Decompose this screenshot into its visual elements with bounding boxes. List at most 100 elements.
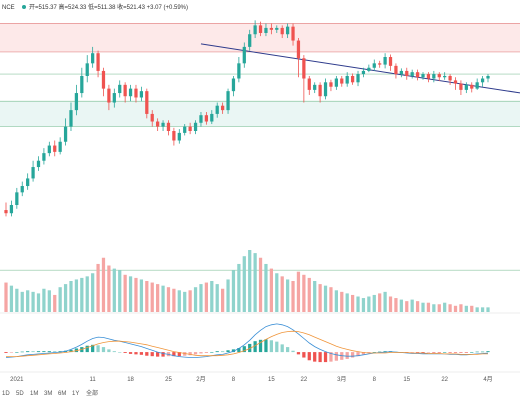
timeframe-buttons: 1D 5D 1M 3M 6M 1Y 全部 (2, 389, 98, 397)
candle (118, 80, 122, 98)
candle (36, 156, 41, 171)
candles-layer (4, 20, 490, 217)
candle-body (302, 58, 306, 79)
candle (177, 129, 181, 144)
timeframe-button[interactable]: 1M (30, 391, 38, 397)
macd-histogram-bar (361, 352, 366, 355)
macd-histogram-bar (323, 352, 328, 363)
volume-bar (345, 293, 349, 312)
volume-bar (96, 263, 100, 312)
macd-histogram-bar (356, 352, 360, 357)
signal-line (6, 330, 488, 358)
candle-body (85, 63, 89, 76)
macd-histogram-bar (85, 345, 89, 353)
macd-histogram-bar (437, 352, 441, 353)
candle (340, 75, 344, 87)
macd-histogram-bar (302, 352, 306, 358)
candle (394, 63, 398, 79)
candle-body (285, 26, 290, 35)
timeframe-button[interactable]: 3M (44, 391, 52, 397)
candle-body (394, 65, 398, 75)
timeframe-button[interactable]: 1D (2, 391, 10, 397)
volume-bar (329, 287, 333, 312)
candle-body (350, 75, 355, 83)
volume-bar (453, 305, 458, 312)
macd-histogram-bar (367, 352, 371, 353)
candle (204, 112, 209, 125)
macd-histogram-bar (118, 352, 122, 353)
macd-histogram-bar (318, 352, 322, 363)
volume-bar (188, 290, 192, 312)
macd-histogram-bar (231, 349, 236, 353)
macd-histogram-bar (20, 351, 24, 353)
volume-bar (432, 304, 436, 312)
volume-bar (237, 263, 241, 312)
volume-bar (248, 250, 252, 312)
candle-body (20, 186, 24, 193)
volume-bar (313, 281, 317, 312)
candle (405, 67, 409, 80)
macd-histogram-bar (42, 351, 46, 353)
candle (69, 102, 73, 131)
volume-bar (480, 307, 485, 312)
timeframe-button[interactable]: 5D (16, 391, 24, 397)
candle (31, 160, 35, 182)
candle-body (459, 83, 463, 90)
candle-body (453, 80, 458, 84)
candle-body (118, 84, 122, 94)
candle-body (334, 78, 338, 87)
macd-histogram-bar (448, 352, 452, 353)
trendline-layer (200, 43, 520, 94)
candle-body (47, 145, 51, 154)
macd-histogram-bar (161, 352, 165, 357)
candle (264, 23, 268, 37)
candle (313, 82, 317, 94)
volume-bar (367, 296, 371, 312)
candle-body (388, 57, 393, 66)
macd-histogram-bar (183, 352, 187, 356)
macd-histogram-bar (253, 341, 257, 353)
volume-bar (486, 307, 490, 312)
candle (248, 29, 252, 51)
candle-body (248, 34, 252, 47)
candle-body (112, 93, 116, 103)
candle (166, 120, 171, 136)
candle (91, 46, 95, 68)
candle (242, 42, 246, 68)
volume-bar (323, 285, 328, 312)
volume-bar (80, 277, 84, 312)
volume-bar (107, 265, 111, 312)
volume-bar (350, 294, 355, 312)
candle (139, 86, 144, 102)
macd-histogram-bar (145, 352, 149, 356)
time-tick-label: 8 (232, 377, 236, 383)
candle-body (323, 82, 328, 97)
candle (172, 127, 176, 146)
candle (231, 75, 236, 97)
macd-histogram-bar (421, 352, 425, 353)
macd-histogram-bar (4, 352, 8, 353)
candle-body (313, 84, 317, 90)
macd-histogram-bar (226, 350, 230, 353)
volume-bar (437, 304, 441, 312)
symbol-label: NCE (2, 5, 15, 11)
volume-bar (448, 304, 452, 312)
volume-bar (85, 276, 89, 312)
macd-histogram-bar (313, 352, 317, 362)
timeframe-button[interactable]: 6M (58, 391, 66, 397)
timeframe-button[interactable]: 1Y (72, 391, 79, 397)
volume-bar (291, 281, 295, 312)
candle-body (210, 113, 214, 122)
candle-body (204, 115, 209, 122)
candle (464, 82, 468, 94)
candle (486, 74, 490, 83)
timeframe-button[interactable]: 全部 (86, 389, 98, 397)
volume-bar (210, 281, 214, 312)
volume-bar (4, 282, 8, 312)
volume-bar (426, 302, 431, 312)
candle-body (31, 167, 35, 179)
volume-bar (74, 279, 79, 312)
macd-histogram-bar (215, 351, 219, 353)
macd-histogram-bar (280, 344, 284, 353)
